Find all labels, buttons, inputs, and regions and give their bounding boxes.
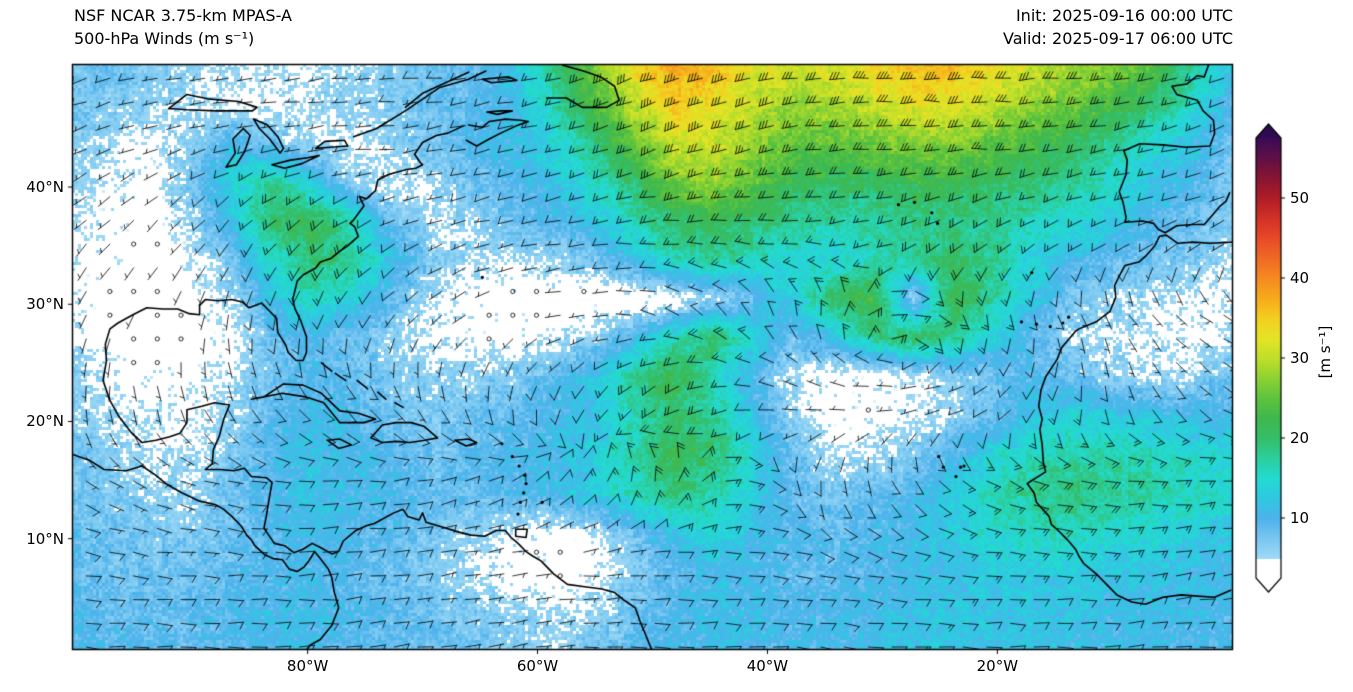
x-tick-label: 20°W <box>976 657 1019 675</box>
y-tick-label: 20°N <box>26 412 64 431</box>
colorbar-tick-label: 50 <box>1290 189 1310 207</box>
y-tick-label: 30°N <box>26 295 64 314</box>
colorbar-unit-label: [m s⁻¹] <box>1316 325 1334 379</box>
valid-time: Valid: 2025-09-17 06:00 UTC <box>1002 29 1233 48</box>
y-tick-label: 40°N <box>26 178 64 197</box>
colorbar-tick-label: 30 <box>1290 349 1310 367</box>
colorbar-tick-label: 20 <box>1290 429 1310 447</box>
y-tick-label: 10°N <box>26 529 64 548</box>
init-time: Init: 2025-09-16 00:00 UTC <box>1015 6 1233 25</box>
model-title: NSF NCAR 3.75-km MPAS-A <box>74 6 292 25</box>
colorbar-tick-label: 40 <box>1290 269 1310 287</box>
colorbar-tick-label: 10 <box>1290 509 1310 527</box>
x-tick-label: 60°W <box>516 657 559 675</box>
field-title: 500-hPa Winds (m s⁻¹) <box>74 29 255 48</box>
x-tick-label: 80°W <box>286 657 329 675</box>
x-tick-label: 40°W <box>746 657 789 675</box>
